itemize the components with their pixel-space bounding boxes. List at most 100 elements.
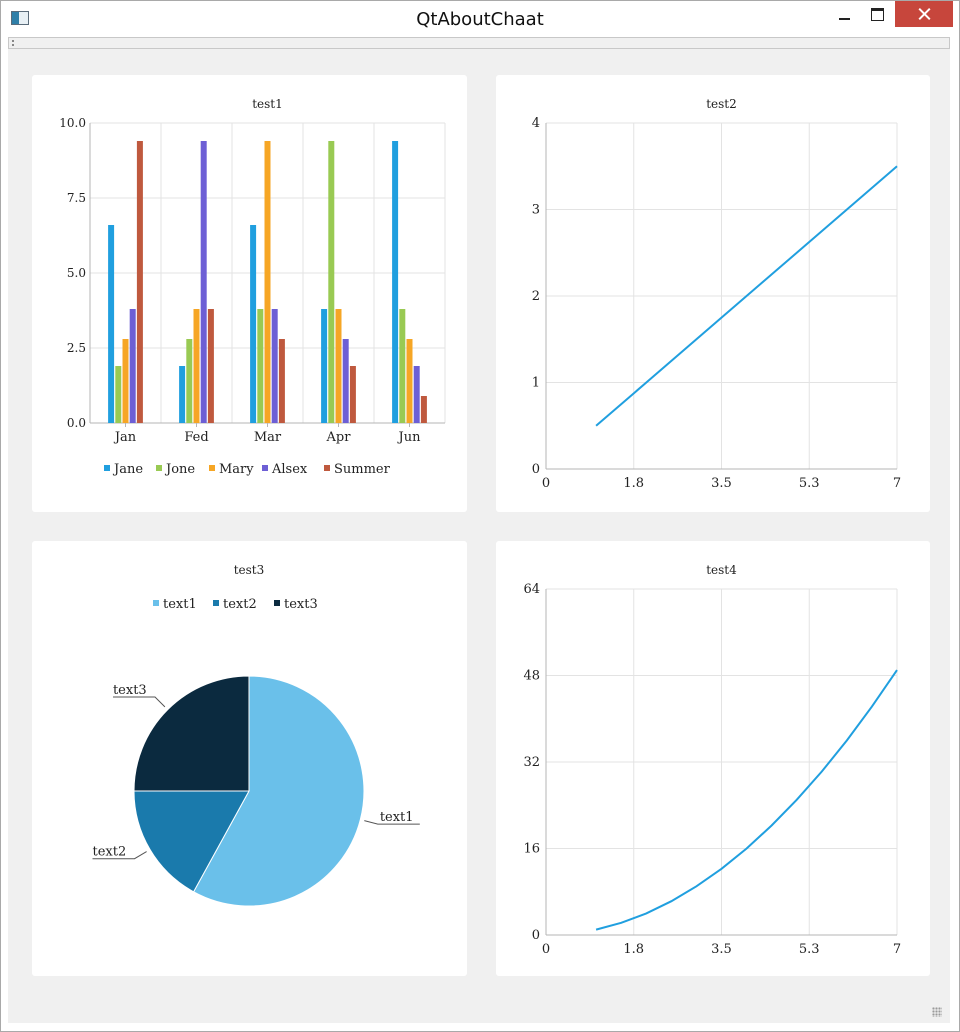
legend-label: Alsex: [271, 462, 308, 477]
y-tick-label: 0: [532, 928, 540, 943]
bar: [257, 309, 264, 423]
bar: [406, 339, 413, 423]
bar: [129, 309, 136, 423]
bar: [179, 366, 186, 423]
legend-marker: [209, 465, 215, 471]
line-chart-test2: test2 0 1.8 3.5 5.3 7 0 1 2 3 4: [532, 97, 901, 491]
slice-label: text2: [93, 845, 127, 860]
bar: [328, 141, 335, 423]
legend-label: Mary: [219, 462, 254, 477]
chart-title: test2: [706, 97, 737, 111]
pie-chart-test3: test3 text1 text2 text3 text1 text2 text3: [92, 563, 420, 907]
y-tick-label: 10.0: [59, 116, 86, 130]
y-tick-label: 0: [532, 462, 540, 477]
window-title: QtAboutChaat: [416, 9, 544, 30]
y-tick-label: 48: [523, 669, 540, 684]
y-tick-label: 5.0: [67, 266, 86, 280]
x-tick-label: 7: [893, 942, 901, 957]
chart-panel-test1: test1 0.0 2.5 5.0 7.5 10.0 Jan Fed Mar Apr Jun Jane…: [32, 75, 467, 512]
close-button[interactable]: [895, 1, 953, 27]
bar: [136, 141, 143, 423]
legend-label: Jone: [164, 462, 195, 477]
x-tick-label: Mar: [254, 430, 282, 445]
x-tick-label: 7: [893, 476, 901, 491]
x-tick-label: Apr: [326, 430, 352, 445]
chart-title: test4: [706, 563, 737, 577]
bar: [122, 339, 129, 423]
x-tick-label: 5.3: [799, 476, 820, 491]
chart-title: test1: [252, 97, 283, 111]
app-icon[interactable]: [11, 11, 29, 25]
pie-slice: [133, 790, 250, 893]
series-line: [595, 165, 898, 427]
toolbar-grip-handle[interactable]: [12, 40, 16, 46]
bar: [278, 339, 285, 423]
central-widget: test1 0.0 2.5 5.0 7.5 10.0 Jan Fed Mar Apr Jun Jane…: [8, 49, 950, 1023]
toolbar: [8, 37, 950, 49]
y-tick-label: 2.5: [67, 341, 86, 355]
bar: [200, 141, 207, 423]
y-tick-label: 64: [523, 582, 540, 597]
legend-marker: [324, 465, 330, 471]
bar: [392, 141, 399, 423]
legend-marker: [213, 600, 219, 606]
x-tick-label: 3.5: [711, 942, 732, 957]
label-leader-line: [113, 696, 166, 708]
legend-label: text1: [163, 597, 197, 612]
bar: [193, 309, 200, 423]
bar: [108, 225, 115, 423]
x-tick-label: 0: [542, 942, 550, 957]
bar-chart-test1: test1 0.0 2.5 5.0 7.5 10.0 Jan Fed Mar Apr Jun Jane…: [59, 97, 446, 477]
chart-panel-test3: test3 text1 text2 text3 text1 text2 text3: [32, 541, 467, 976]
size-grip-handle[interactable]: [932, 1007, 942, 1017]
y-tick-label: 3: [532, 203, 540, 218]
bar: [186, 339, 193, 423]
y-tick-label: 32: [523, 755, 540, 770]
bar: [399, 309, 406, 423]
label-leader-line: [92, 851, 147, 860]
slice-label: text3: [113, 683, 147, 698]
legend-marker: [274, 600, 280, 606]
legend-label: Summer: [334, 462, 391, 477]
x-tick-label: 3.5: [711, 476, 732, 491]
bar: [115, 366, 122, 423]
y-tick-label: 2: [532, 289, 540, 304]
bar: [264, 141, 271, 423]
chart-title: test3: [234, 563, 265, 577]
x-tick-label: 0: [542, 476, 550, 491]
x-tick-label: 1.8: [623, 476, 644, 491]
y-tick-label: 16: [523, 842, 540, 857]
x-tick-label: 1.8: [623, 942, 644, 957]
legend-label: Jane: [112, 462, 143, 477]
line-chart-test4: test4 0 1.8 3.5 5.3 7 0 16 32 48 64: [523, 563, 901, 957]
bar: [420, 396, 427, 423]
legend-label: text3: [284, 597, 318, 612]
title-bar[interactable]: QtAboutChaat: [1, 1, 959, 37]
bar: [342, 339, 349, 423]
y-tick-label: 4: [532, 116, 540, 131]
x-tick-label: 5.3: [799, 942, 820, 957]
bar: [413, 366, 420, 423]
x-tick-label: Fed: [184, 430, 208, 445]
minimize-button[interactable]: [827, 1, 861, 27]
bar: [250, 225, 257, 423]
chart-panel-test2: test2 0 1.8 3.5 5.3 7 0 1 2 3 4: [496, 75, 930, 512]
legend-label: text2: [223, 597, 257, 612]
bar: [349, 366, 356, 423]
maximize-button[interactable]: [861, 1, 895, 27]
x-tick-label: Jan: [113, 430, 137, 445]
bar: [207, 309, 214, 423]
bar: [271, 309, 278, 423]
y-tick-label: 1: [532, 376, 540, 391]
pie-slice: [192, 675, 365, 907]
label-leader-line: [364, 820, 420, 825]
pie-slice: [133, 675, 250, 792]
y-tick-label: 7.5: [67, 191, 86, 205]
legend-marker: [156, 465, 162, 471]
legend-marker: [153, 600, 159, 606]
slice-label: text1: [380, 810, 414, 825]
x-tick-label: Jun: [397, 430, 422, 445]
y-tick-label: 0.0: [67, 416, 86, 430]
legend-marker: [104, 465, 110, 471]
